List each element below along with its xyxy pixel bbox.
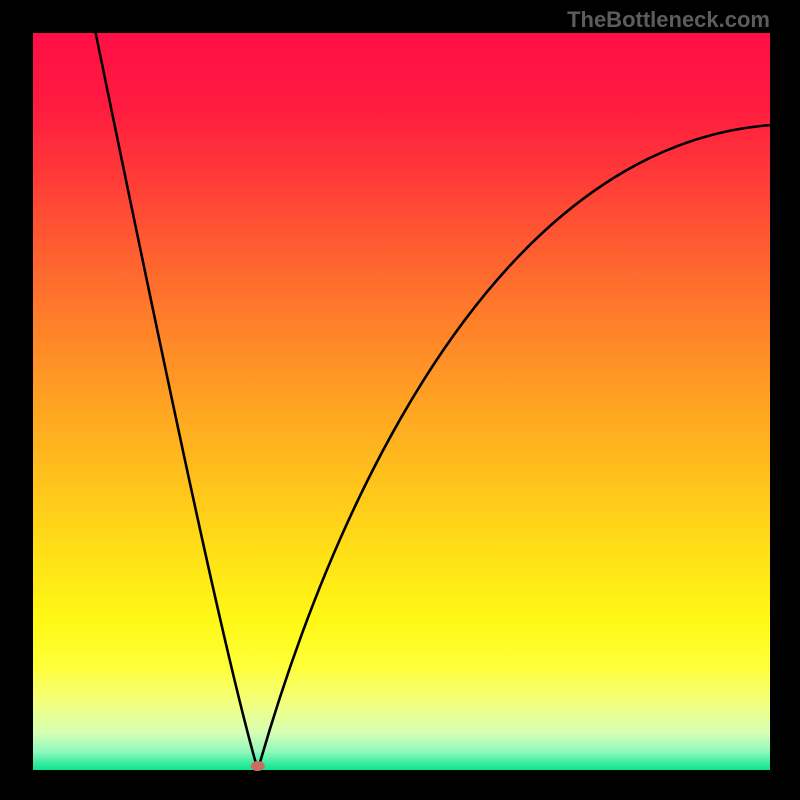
watermark-text: TheBottleneck.com <box>567 7 770 33</box>
curve-minimum-marker <box>251 761 265 771</box>
plot-background <box>33 33 770 770</box>
